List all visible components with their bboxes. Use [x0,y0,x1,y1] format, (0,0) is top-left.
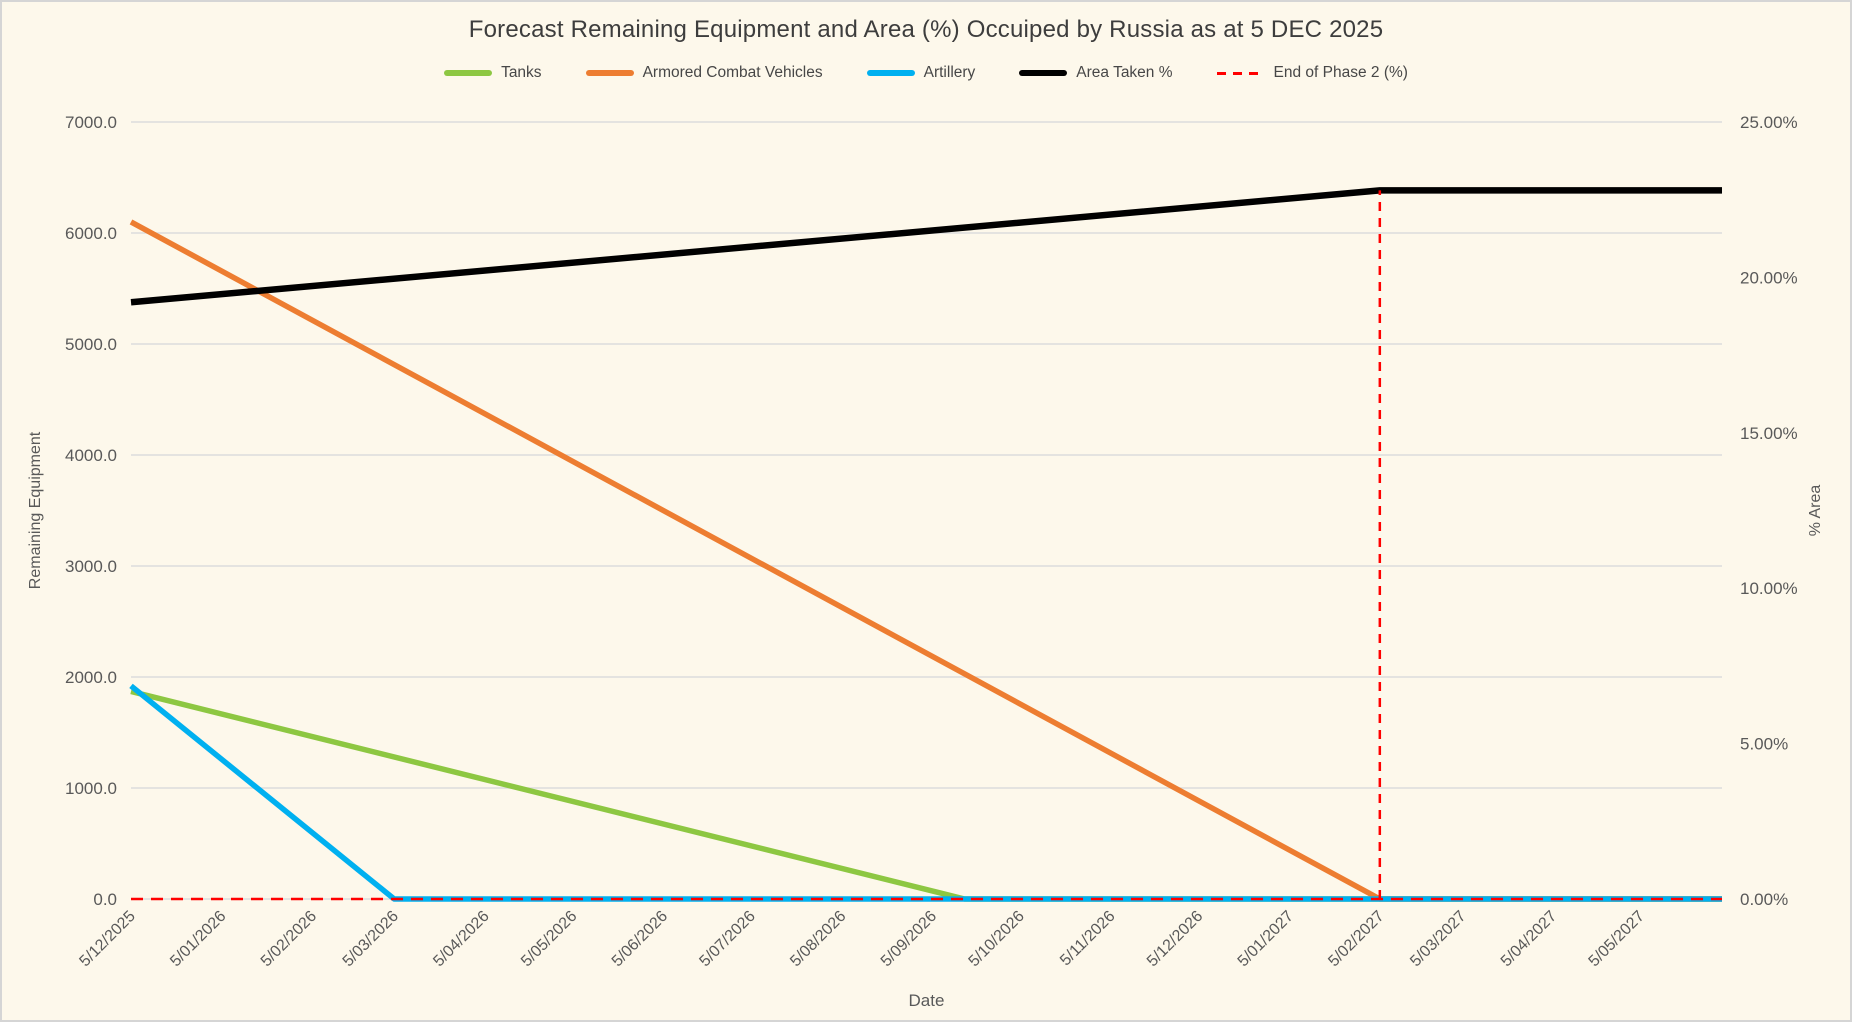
x-tick-label: 5/01/2027 [1235,908,1297,970]
x-tick-label: 5/03/2027 [1407,908,1469,970]
x-tick-label: 5/06/2026 [609,908,671,970]
y-left-tick-label: 2000.0 [65,668,117,687]
series-line-area-taken- [130,187,1722,306]
x-tick-label: 5/09/2026 [878,908,940,970]
y-right-tick-label: 5.00% [1740,735,1788,754]
x-tick-label: 5/02/2026 [258,908,320,970]
legend-label-artillery: Artillery [923,64,976,81]
y-right-tick-label: 0.00% [1740,890,1788,909]
y-left-tick-label: 0.0 [93,890,117,909]
y-right-axis-title: % Area [1807,485,1824,537]
legend-label-armored-combat-vehicles: Armored Combat Vehicles [642,64,823,81]
chart-title: Forecast Remaining Equipment and Area (%… [468,16,1384,43]
x-tick-label: 5/05/2026 [518,908,580,970]
legend-label-end-of-phase-2: End of Phase 2 (%) [1273,64,1408,81]
x-tick-label: 5/02/2027 [1325,908,1387,970]
legend-item-end-of-phase-2: End of Phase 2 (%) [1216,64,1408,82]
y-left-axis-title: Remaining Equipment [27,431,44,589]
x-tick-label: 5/12/2026 [1144,908,1206,970]
y-right-tick-label: 15.00% [1740,424,1798,443]
series-line-tanks [130,688,1722,902]
y-left-tick-label: 5000.0 [65,335,117,354]
area-taken-line-swatch [1019,70,1068,76]
y-left-tick-label: 4000.0 [65,446,117,465]
series-line-armored-combat-vehicles [129,219,1722,902]
y-left-tick-label: 7000.0 [65,113,117,132]
legend-item-tanks: Tanks [444,64,542,82]
armored-combat-vehicles-line-swatch [585,70,634,76]
x-tick-label: 5/10/2026 [966,908,1028,970]
x-tick-label: 5/12/2025 [76,908,138,970]
y-left-tick-label: 1000.0 [65,779,117,798]
legend-label-area-taken: Area Taken % [1076,64,1173,81]
x-tick-label: 5/07/2026 [696,908,758,970]
y-right-tick-label: 10.00% [1740,579,1798,598]
x-tick-label: 5/11/2026 [1057,908,1119,970]
y-right-tick-label: 25.00% [1740,113,1798,132]
x-tick-label: 5/03/2026 [340,908,402,970]
artillery-line-swatch [866,70,915,76]
legend-item-artillery: Artillery [866,64,976,82]
y-left-tick-label: 3000.0 [65,557,117,576]
legend-label-tanks: Tanks [501,64,542,81]
y-right-tick-label: 20.00% [1740,268,1798,287]
tanks-line-swatch [444,70,493,76]
x-tick-label: 5/04/2027 [1498,908,1560,970]
x-tick-label: 5/01/2026 [167,908,229,970]
x-tick-label: 5/08/2026 [787,908,849,970]
legend-item-area-taken: Area Taken % [1019,64,1173,82]
x-axis-title: Date [909,991,945,1010]
chart-legend: Tanks Armored Combat Vehicles Artillery … [2,64,1850,82]
y-left-tick-label: 6000.0 [65,224,117,243]
series-line-artillery [129,683,1722,902]
x-tick-label: 5/05/2027 [1586,908,1648,970]
legend-item-armored-combat-vehicles: Armored Combat Vehicles [585,64,823,82]
x-tick-label: 5/04/2026 [430,908,492,970]
end-of-phase-2-dashed-swatch [1216,71,1265,75]
